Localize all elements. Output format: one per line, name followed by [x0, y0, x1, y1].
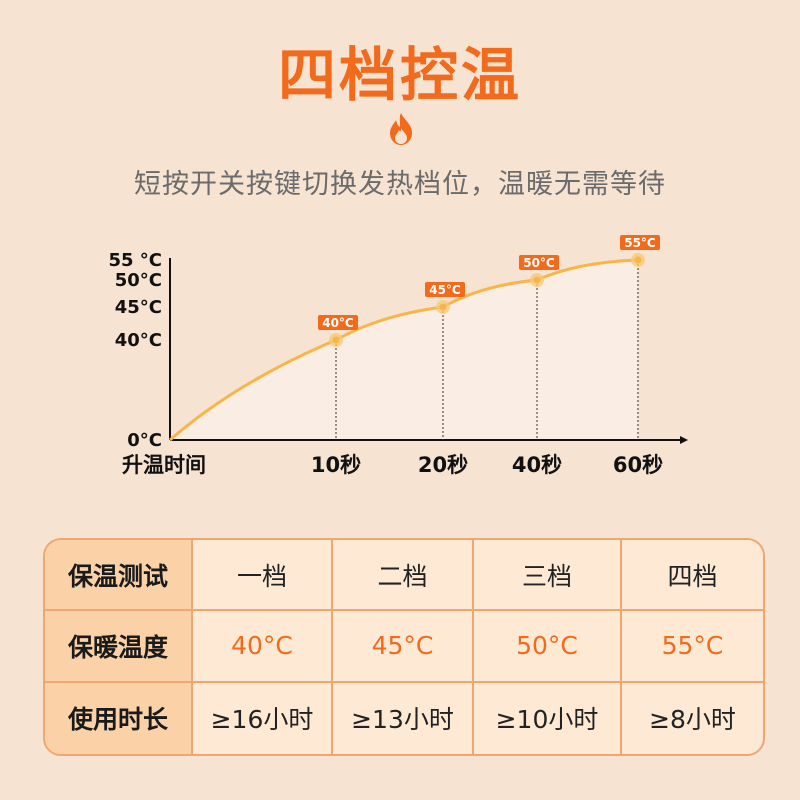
- table-row-header: 保暖温度: [45, 611, 193, 683]
- data-point: [439, 303, 447, 311]
- y-tick-label: 0°C: [127, 430, 162, 451]
- data-label: 45°C: [429, 283, 461, 297]
- data-label: 55°C: [624, 236, 656, 250]
- x-tick-label: 40秒: [512, 453, 562, 477]
- x-axis-label: 升温时间: [122, 453, 206, 477]
- data-point: [634, 256, 642, 264]
- x-tick-label: 20秒: [418, 453, 468, 477]
- data-label: 50°C: [523, 256, 555, 270]
- table-cell: ≥8小时: [622, 682, 763, 754]
- data-point: [533, 276, 541, 284]
- table-cell: 45°C: [333, 611, 474, 683]
- table-row-header: 使用时长: [45, 682, 193, 754]
- table-cell: 40°C: [193, 611, 333, 683]
- data-label: 40°C: [322, 316, 354, 330]
- table-cell: 55°C: [622, 611, 763, 683]
- flame-icon: [390, 113, 412, 145]
- page-title: 四档控温: [277, 41, 522, 109]
- x-axis-arrow: [680, 436, 688, 444]
- temperature-table: 保温测试 一档 二档 三档 四档保暖温度 40°C 45°C 50°C 55°C 使用时长 ≥16小…: [43, 538, 765, 756]
- table-cell: ≥16小时: [193, 682, 333, 754]
- x-tick-label: 60秒: [613, 453, 663, 477]
- table-cell: ≥10小时: [474, 682, 622, 754]
- data-label-bg: [318, 315, 358, 330]
- table-cell: ≥13小时: [333, 682, 474, 754]
- table-cell: 四档: [622, 540, 763, 612]
- table-cell: 一档: [193, 540, 333, 612]
- page-subtitle: 短按开关按键切换发热档位，温暖无需等待: [134, 169, 666, 200]
- y-tick-label: 40°C: [115, 330, 162, 351]
- y-tick-label: 45°C: [115, 297, 162, 318]
- chart-area-fill: [170, 260, 638, 440]
- x-tick-label: 10秒: [311, 453, 361, 477]
- data-label-bg: [425, 282, 465, 297]
- y-tick-label: 55 °C: [108, 250, 162, 271]
- table-cell: 三档: [474, 540, 622, 612]
- data-point: [332, 336, 340, 344]
- data-label-bg: [519, 255, 559, 270]
- table-row-header: 保温测试: [45, 540, 193, 612]
- table-cell: 二档: [333, 540, 474, 612]
- data-label-bg: [620, 235, 660, 250]
- series-line: [169, 258, 639, 442]
- y-tick-label: 50°C: [115, 270, 162, 291]
- table-cell: 50°C: [474, 611, 622, 683]
